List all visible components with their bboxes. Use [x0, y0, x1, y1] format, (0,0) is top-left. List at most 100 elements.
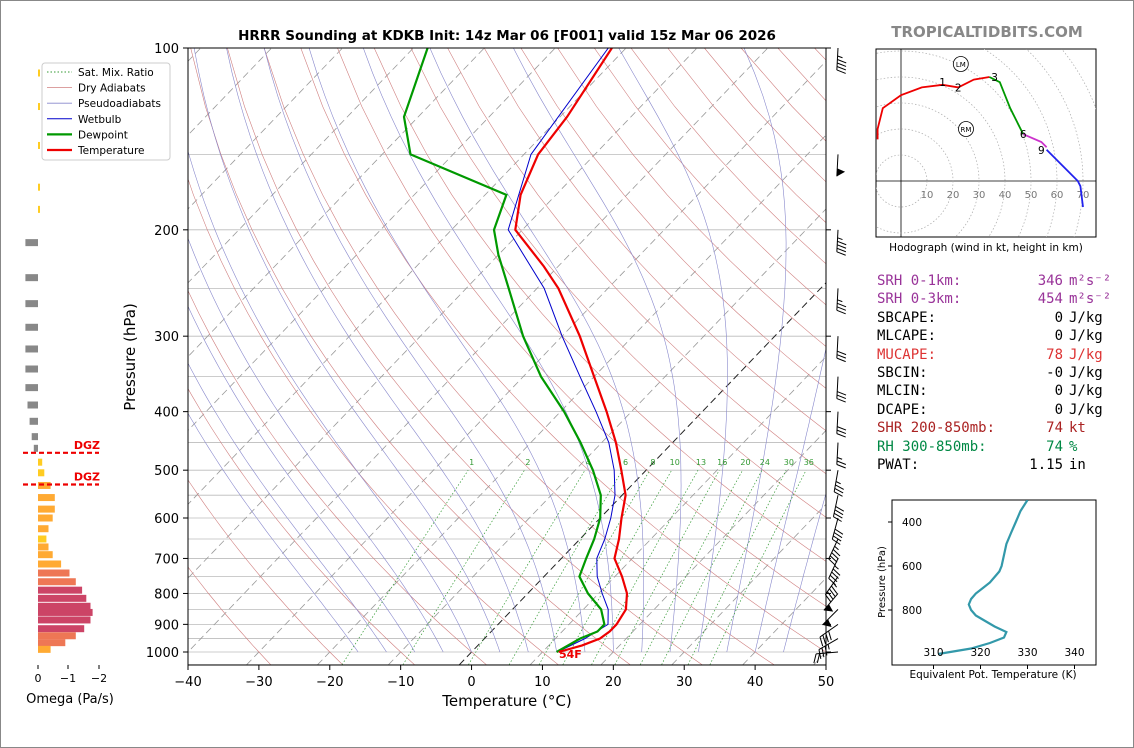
barb-half: [837, 299, 843, 303]
theta-y-tick-label: 800: [902, 605, 922, 617]
x-tick-label: −30: [245, 675, 272, 690]
mixing-ratio-line: [687, 470, 787, 665]
stat-unit: J/kg: [1069, 401, 1103, 418]
skewt-profiles: [402, 48, 629, 654]
barb-full: [828, 558, 836, 566]
wind-barb: [831, 517, 844, 545]
barb-full: [836, 398, 846, 403]
omega-bar: [38, 141, 40, 149]
barb-full: [835, 505, 845, 512]
hodograph-trace: [876, 76, 990, 140]
pseudoadiabat: [513, 48, 682, 653]
barb-staff: [836, 47, 839, 70]
stat-label: SBCIN:: [877, 365, 928, 382]
barb-full: [816, 653, 821, 663]
barb-full: [819, 636, 824, 647]
omega-bar: [38, 505, 55, 513]
dgz-label: DGZ: [74, 439, 100, 452]
barb-full: [837, 426, 847, 431]
omega-bar: [38, 625, 85, 633]
barb-staff: [836, 411, 839, 434]
barb-staff: [836, 154, 839, 177]
wind-barb: [836, 229, 847, 256]
y-tick-label: 200: [154, 224, 179, 239]
wetbulb-profile: [507, 48, 616, 653]
pseudoadiabat: [193, 48, 501, 653]
dry-adiabat: [300, 48, 826, 653]
y-tick-label: 100: [154, 42, 179, 57]
stat-row: SRH 0-1km: 346 m²s⁻²: [877, 272, 1111, 290]
barb-full: [837, 59, 847, 64]
omega-bar: [38, 578, 76, 586]
hodograph-ring: [876, 102, 980, 237]
storm-motion-label: RM: [961, 126, 972, 134]
pseudoadiabat: [308, 48, 586, 653]
mixing-ratio-line: [709, 470, 807, 665]
barb-full: [836, 394, 847, 400]
barb-full: [832, 549, 841, 557]
omega-bar: [25, 300, 38, 308]
y-tick-label: 300: [154, 330, 179, 345]
barb-full: [831, 585, 838, 594]
omega-bar: [38, 525, 49, 533]
stat-value: 74: [1046, 420, 1063, 437]
skewt-plot-frame: [187, 47, 827, 666]
mixing-ratio-label: 24: [760, 458, 770, 467]
mixing-ratio-line: [538, 470, 651, 665]
mixing-ratio-label: 36: [804, 458, 814, 467]
pseudoadiabat: [226, 48, 529, 653]
mixing-ratio-label: 1: [469, 458, 474, 467]
barb-full: [821, 647, 825, 658]
barb-staff: [819, 623, 839, 638]
hodograph-height-label: 6: [1020, 129, 1027, 141]
wind-barb: [836, 47, 847, 74]
surface-temp-label: 54F: [559, 648, 582, 661]
omega-bar: [38, 632, 76, 640]
barb-full: [824, 594, 832, 603]
omega-bar: [38, 569, 70, 577]
mixing-ratio-line: [402, 470, 525, 665]
stat-value: 0: [1054, 383, 1063, 400]
barb-staff: [833, 470, 839, 492]
hodograph-trace: [1022, 133, 1048, 148]
theta-e-ylabel: Pressure (hPa): [877, 546, 888, 618]
stat-unit: J/kg: [1069, 365, 1103, 382]
barb-full: [837, 302, 847, 308]
omega-bar: [38, 514, 53, 522]
pseudoadiabat: [429, 48, 644, 653]
omega-bar: [27, 401, 38, 409]
isotherm-line: [188, 48, 698, 579]
y-tick-label: 700: [154, 552, 179, 567]
hodograph-ring-label: 10: [921, 190, 934, 201]
omega-bar: [25, 384, 38, 392]
hodograph-ring-label: 70: [1077, 190, 1090, 201]
wind-barb: [822, 609, 839, 628]
pseudoadiabat: [188, 362, 387, 653]
x-tick-label: 0: [467, 675, 475, 690]
hodograph: 10 20 30 40 50 60 70 1 2 3 69 LM RM: [876, 49, 1096, 237]
storm-motion-label: LM: [956, 61, 966, 69]
barb-staff: [836, 229, 839, 252]
omega-bar: [38, 639, 66, 647]
stat-unit: m²s⁻²: [1069, 291, 1112, 308]
barb-half: [833, 582, 838, 588]
barb-staff: [816, 651, 839, 655]
barb-half: [837, 55, 843, 59]
omega-bar: [38, 458, 43, 466]
hodograph-ring: [983, 49, 1058, 237]
stat-unit: in: [1069, 457, 1086, 474]
omega-x-tick-label: −2: [91, 672, 107, 685]
stat-value: -0: [1046, 365, 1063, 382]
barb-full: [831, 552, 839, 560]
barb-full: [836, 429, 847, 435]
stat-row: DCAPE: 0 J/kg: [877, 401, 1111, 419]
hodograph-caption: Hodograph (wind in kt, height in km): [889, 242, 1083, 254]
mixing-ratio-line: [508, 470, 623, 665]
stat-row: MUCAPE: 78 J/kg: [877, 346, 1111, 364]
omega-bar: [25, 323, 38, 331]
omega-bar: [38, 69, 40, 77]
omega-bar: [31, 433, 38, 441]
isotherm-line: [188, 48, 769, 653]
barb-full: [835, 484, 844, 490]
